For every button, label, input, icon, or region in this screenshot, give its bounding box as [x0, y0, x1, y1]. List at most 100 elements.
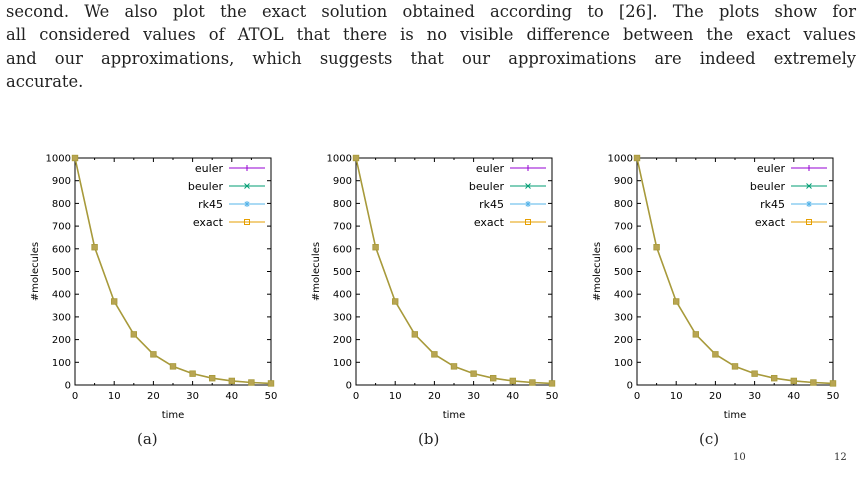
x-tick-label: 20 — [147, 391, 160, 402]
data-point — [633, 154, 641, 162]
data-point — [372, 244, 379, 251]
data-point — [431, 351, 438, 358]
x-tick-label: 50 — [265, 391, 278, 402]
legend-label: rk45 — [760, 198, 785, 211]
y-tick-label: 200 — [333, 335, 352, 346]
x-tick-label: 0 — [353, 391, 359, 402]
subcaption-b: (b) — [418, 430, 440, 448]
x-axis-label: time — [443, 410, 466, 421]
data-point — [548, 380, 556, 387]
y-tick-label: 1000 — [46, 154, 71, 165]
plot-frame — [636, 157, 834, 386]
y-tick-label: 900 — [52, 176, 71, 187]
data-point — [653, 244, 660, 251]
y-tick-label: 700 — [333, 222, 352, 233]
legend-marker-square — [525, 219, 531, 225]
y-tick-label: 200 — [52, 335, 71, 346]
data-point — [509, 377, 516, 385]
y-tick-label: 800 — [333, 199, 352, 210]
data-point — [790, 377, 797, 385]
plot-frame — [355, 157, 553, 386]
data-point — [810, 379, 817, 386]
data-point — [248, 379, 255, 386]
x-tick-label: 10 — [389, 391, 402, 402]
series-line-euler — [636, 157, 834, 384]
y-axis-label: #molecules — [30, 242, 41, 301]
data-point — [470, 370, 477, 377]
y-tick-label: 0 — [346, 381, 352, 392]
y-tick-label: 400 — [52, 290, 71, 301]
paragraph-line: all considered values of ATOL that there… — [6, 25, 856, 45]
y-tick-label: 200 — [614, 335, 633, 346]
x-tick-label: 30 — [748, 391, 761, 402]
legend-label: exact — [474, 216, 505, 229]
data-point — [111, 298, 118, 305]
x-tick-label: 10 — [670, 391, 683, 402]
paragraph-line: and our approximations, which suggests t… — [6, 48, 856, 68]
x-tick-label: 40 — [506, 391, 519, 402]
legend-marker-cross — [806, 183, 812, 189]
footer-superscript-1: 10 — [733, 452, 746, 463]
data-point — [169, 363, 177, 370]
legend-marker-cross — [525, 183, 531, 189]
chart-panel-b: 0 100 200 300 400 500 600 700 800 900 1000 0 10 20 30 4… — [311, 154, 558, 422]
y-tick-label: 300 — [52, 312, 71, 323]
chart-panel-c: 0 100 200 300 400 500 600 700 800 900 1000 0 10 20 30 4… — [592, 154, 839, 422]
legend-label: beuler — [188, 180, 224, 193]
series-line-exact — [74, 157, 272, 385]
series-line-rk45 — [355, 157, 553, 384]
y-tick-label: 1000 — [327, 154, 352, 165]
data-point — [751, 370, 758, 377]
y-tick-label: 0 — [65, 381, 71, 392]
paragraph-line: second. We also plot the exact solution … — [6, 2, 856, 21]
footer-superscript-2: 12 — [834, 452, 847, 463]
series-line-euler — [74, 157, 272, 384]
data-point — [352, 154, 360, 162]
x-tick-label: 30 — [467, 391, 480, 402]
x-tick-label: 20 — [709, 391, 722, 402]
legend-label: rk45 — [198, 198, 223, 211]
series-line-exact — [355, 157, 553, 385]
y-tick-label: 800 — [52, 199, 71, 210]
y-axis-label: #molecules — [311, 242, 322, 301]
series-line-beuler — [355, 157, 553, 384]
chart-panel-a: 0 100 200 300 400 500 600 700 800 900 1000 0 10 20 30 4… — [30, 154, 277, 422]
x-tick-label: 50 — [546, 391, 559, 402]
y-tick-label: 400 — [333, 290, 352, 301]
plot-frame — [74, 157, 272, 386]
y-tick-label: 0 — [627, 381, 633, 392]
series-line-exact — [636, 157, 834, 385]
x-axis-label: time — [724, 410, 747, 421]
data-point — [91, 244, 98, 251]
data-point — [450, 363, 458, 370]
legend-label: rk45 — [479, 198, 504, 211]
data-point — [189, 370, 196, 377]
y-tick-label: 500 — [52, 267, 71, 278]
data-point — [208, 374, 216, 382]
y-tick-label: 600 — [333, 244, 352, 255]
x-tick-label: 50 — [827, 391, 840, 402]
y-tick-label: 800 — [614, 199, 633, 210]
y-tick-label: 300 — [614, 312, 633, 323]
series-line-rk45 — [636, 157, 834, 384]
series-line-euler — [355, 157, 553, 384]
data-point — [130, 331, 137, 338]
data-point — [712, 351, 719, 358]
legend-label: euler — [757, 162, 786, 175]
paragraph-line: accurate. — [6, 72, 84, 92]
legend-marker-star — [806, 201, 812, 207]
data-point — [228, 377, 235, 385]
data-point — [71, 154, 79, 162]
data-point — [731, 363, 739, 370]
y-tick-label: 600 — [614, 244, 633, 255]
data-point — [267, 380, 275, 387]
body-paragraph: second. We also plot the exact solution … — [6, 0, 856, 94]
legend-label: exact — [193, 216, 224, 229]
data-point — [150, 351, 157, 358]
x-tick-label: 10 — [108, 391, 121, 402]
y-axis-label: #molecules — [592, 242, 603, 301]
series-line-beuler — [74, 157, 272, 384]
y-tick-label: 500 — [333, 267, 352, 278]
legend-marker-star — [244, 201, 250, 207]
y-tick-label: 1000 — [608, 154, 633, 165]
